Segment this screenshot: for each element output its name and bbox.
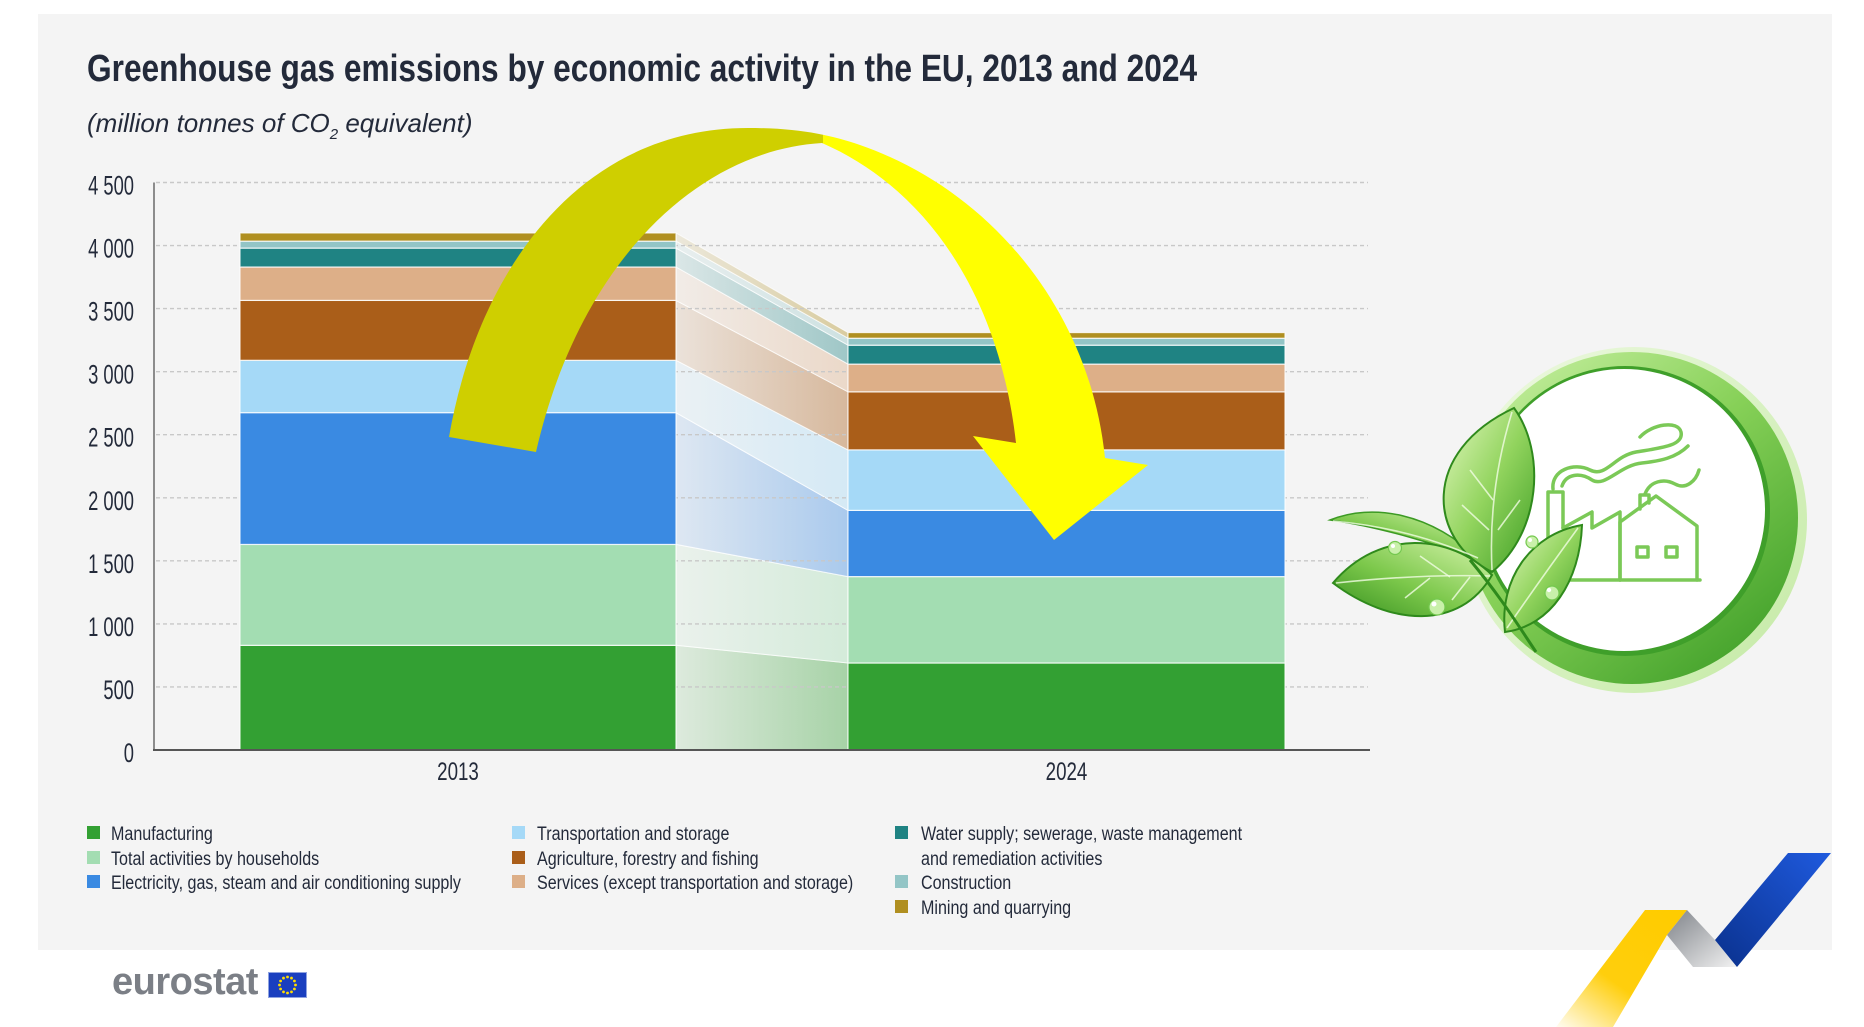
y-tick-label: 2 500: [88, 422, 134, 452]
water-drops: [1387, 535, 1560, 616]
subtitle-prefix: (million tonnes of CO: [87, 108, 330, 138]
flag-star-icon: [279, 979, 282, 983]
flag-star-icon: [286, 991, 289, 995]
connector-bands: [675, 232, 849, 751]
legend-label: Water supply; sewerage, waste management…: [921, 824, 1243, 870]
y-tick-label: 0: [124, 737, 134, 767]
y-tick-label: 4 000: [88, 233, 134, 263]
legend-swatch-icon: [895, 826, 908, 839]
legend-swatch-icon: [895, 875, 908, 888]
legend-swatch-icon: [87, 826, 100, 839]
legend-label: Construction: [921, 873, 1012, 894]
legend-label: Electricity, gas, steam and air conditio…: [111, 873, 461, 894]
y-tick-label: 3 500: [88, 296, 134, 326]
legend-swatch-icon: [512, 850, 525, 864]
y-tick-label: 2 000: [88, 485, 134, 515]
ribbon-blue: [1715, 853, 1831, 967]
y-tick-label: 4 500: [88, 170, 134, 200]
flag-star-icon: [282, 976, 285, 980]
eurostat-ribbon-decoration: [1556, 853, 1831, 1027]
legend-label: Manufacturing: [111, 824, 213, 845]
chart-title: Greenhouse gas emissions by economic act…: [87, 48, 1198, 90]
legend-label: Services (except transportation and stor…: [537, 873, 854, 894]
connector-band-manufacturing: [675, 644, 849, 751]
bars: [239, 232, 1286, 751]
subtitle-suffix: equivalent): [338, 108, 473, 138]
y-tick-label: 1 000: [88, 611, 134, 641]
flag-star-icon: [293, 979, 296, 983]
subtitle-subscript: 2: [329, 126, 339, 143]
eurostat-logo-text: eurostat: [112, 961, 258, 1003]
ribbon-yellow: [1556, 910, 1687, 1027]
legend-label: Transportation and storage: [537, 824, 730, 845]
leaf-factory-icon: [1327, 347, 1807, 693]
x-tick-label-2024: 2024: [1046, 757, 1088, 785]
y-tick-label: 1 500: [88, 548, 134, 578]
flag-star-icon: [290, 990, 293, 994]
chart-subtitle: (million tonnes of CO2 equivalent): [87, 108, 473, 142]
ribbon-grey-fold: [1667, 910, 1737, 967]
flag-star-icon: [293, 987, 296, 991]
legend-swatch-icon: [512, 875, 525, 888]
tick-labels: 0 500 1 000 1 500 2 000 2 500 3 000 3 500 4 000 4…: [88, 170, 1087, 786]
legend-swatch-icon: [895, 899, 908, 913]
flag-star-icon: [282, 990, 285, 994]
legend-swatch-icon: [87, 875, 100, 888]
legend-label: Agriculture, forestry and fishing: [537, 848, 759, 870]
factory-icon: [1543, 423, 1702, 582]
y-tick-label: 500: [103, 674, 134, 704]
bar-segment-manufacturing-2013: [239, 644, 677, 751]
leaf-left: [1331, 542, 1494, 618]
legend-label: Total activities by households: [111, 848, 320, 870]
decrease-arrow-icon: [449, 128, 1148, 540]
flag-star-icon: [290, 976, 293, 980]
bar-segment-agriculture-forestry-and-fishing-2013: [239, 299, 677, 361]
legend-swatch-icon: [512, 826, 525, 839]
x-tick-label-2013: 2013: [437, 757, 479, 785]
eu-flag-icon: [268, 972, 307, 998]
flag-star-icon: [278, 983, 281, 987]
leaf-top: [1442, 406, 1536, 574]
legend-swatch-icon: [87, 850, 100, 864]
bar-segment-manufacturing-2024: [847, 662, 1286, 751]
leaf-stem: [1468, 559, 1538, 653]
flag-star-icon: [294, 983, 297, 987]
flag-star-icon: [279, 987, 282, 991]
bar-segment-total-activities-by-households-2024: [847, 575, 1286, 664]
leaves-icon: [1327, 406, 1584, 653]
y-tick-label: 3 000: [88, 359, 134, 389]
bar-segment-mining-and-quarrying-2013: [239, 232, 677, 242]
flag-star-icon: [286, 975, 289, 979]
bar-segment-total-activities-by-households-2013: [239, 543, 677, 646]
axes: [153, 182, 1370, 751]
legend-label: Mining and quarrying: [921, 897, 1072, 919]
